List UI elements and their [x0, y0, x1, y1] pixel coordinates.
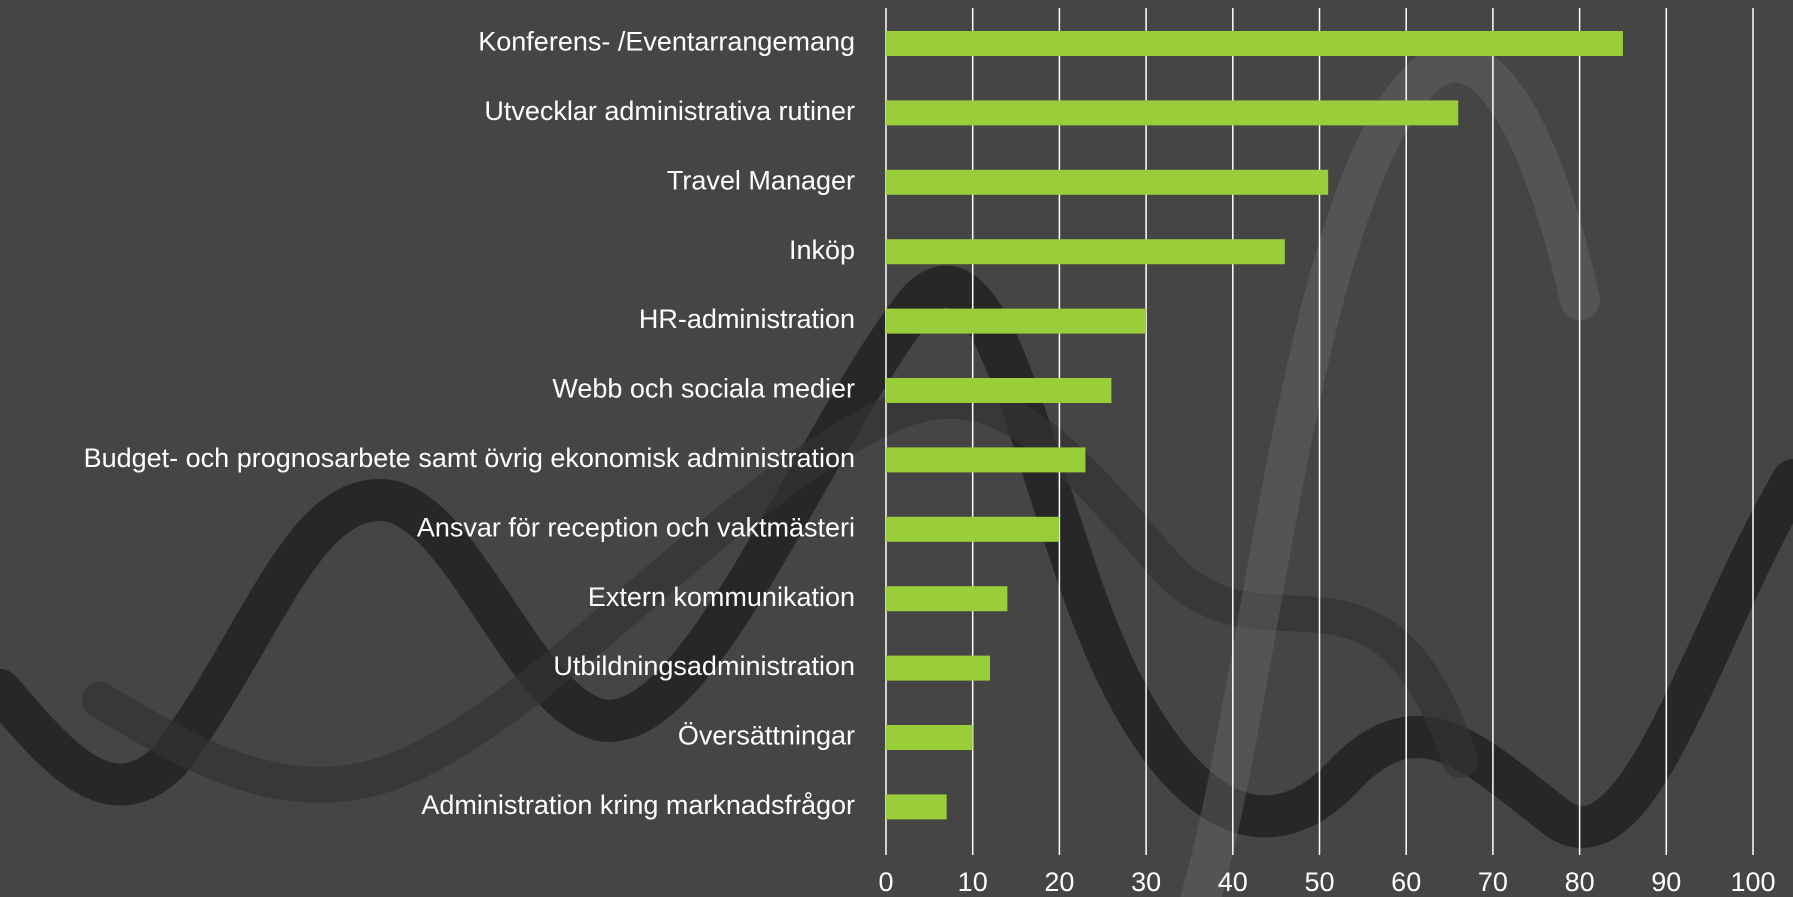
bar [886, 169, 1329, 195]
y-tick-label: Översättningar [678, 721, 855, 751]
y-tick-label: Inköp [789, 235, 855, 265]
bars [886, 31, 1623, 820]
y-tick-label: Travel Manager [667, 165, 855, 195]
bar [886, 586, 1008, 612]
bar [886, 378, 1112, 403]
y-tick-label: Budget- och prognosarbete samt övrig eko… [84, 443, 855, 473]
y-tick-label: Ansvar för reception och vaktmästeri [417, 512, 855, 542]
bar [886, 447, 1086, 473]
bar [886, 516, 1060, 542]
bar [886, 725, 973, 750]
x-tick-label: 60 [1391, 867, 1421, 897]
grid [885, 8, 1754, 855]
y-tick-label: Utvecklar administrativa rutiner [484, 96, 855, 126]
background-decoration [0, 42, 1793, 897]
y-tick-label: Utbildningsadministration [553, 651, 855, 681]
y-tick-label: Konferens- /Eventarrangemang [478, 27, 855, 57]
bar [886, 239, 1285, 265]
x-tick-label: 40 [1218, 867, 1248, 897]
x-tick-label: 10 [958, 867, 988, 897]
bar [886, 794, 947, 820]
x-tick-label: 90 [1651, 867, 1681, 897]
y-tick-label: Extern kommunikation [588, 582, 855, 612]
y-tick-label: HR-administration [639, 304, 855, 334]
x-tick-label: 20 [1044, 867, 1074, 897]
x-tick-label: 70 [1478, 867, 1508, 897]
bar [886, 308, 1147, 334]
y-tick-label: Webb och sociala medier [552, 374, 855, 404]
x-tick-label: 80 [1565, 867, 1595, 897]
labels: 0 10 20 30 40 50 60 70 80 90 100 Konferens- /Eventa… [84, 27, 1776, 897]
bar [886, 100, 1459, 126]
bar [886, 655, 991, 681]
x-tick-label: 30 [1131, 867, 1161, 897]
y-tick-label: Administration kring marknadsfrågor [421, 790, 855, 820]
x-tick-label: 50 [1304, 867, 1334, 897]
x-tick-label: 100 [1730, 867, 1775, 897]
x-tick-label: 0 [878, 867, 893, 897]
bar [886, 31, 1623, 56]
